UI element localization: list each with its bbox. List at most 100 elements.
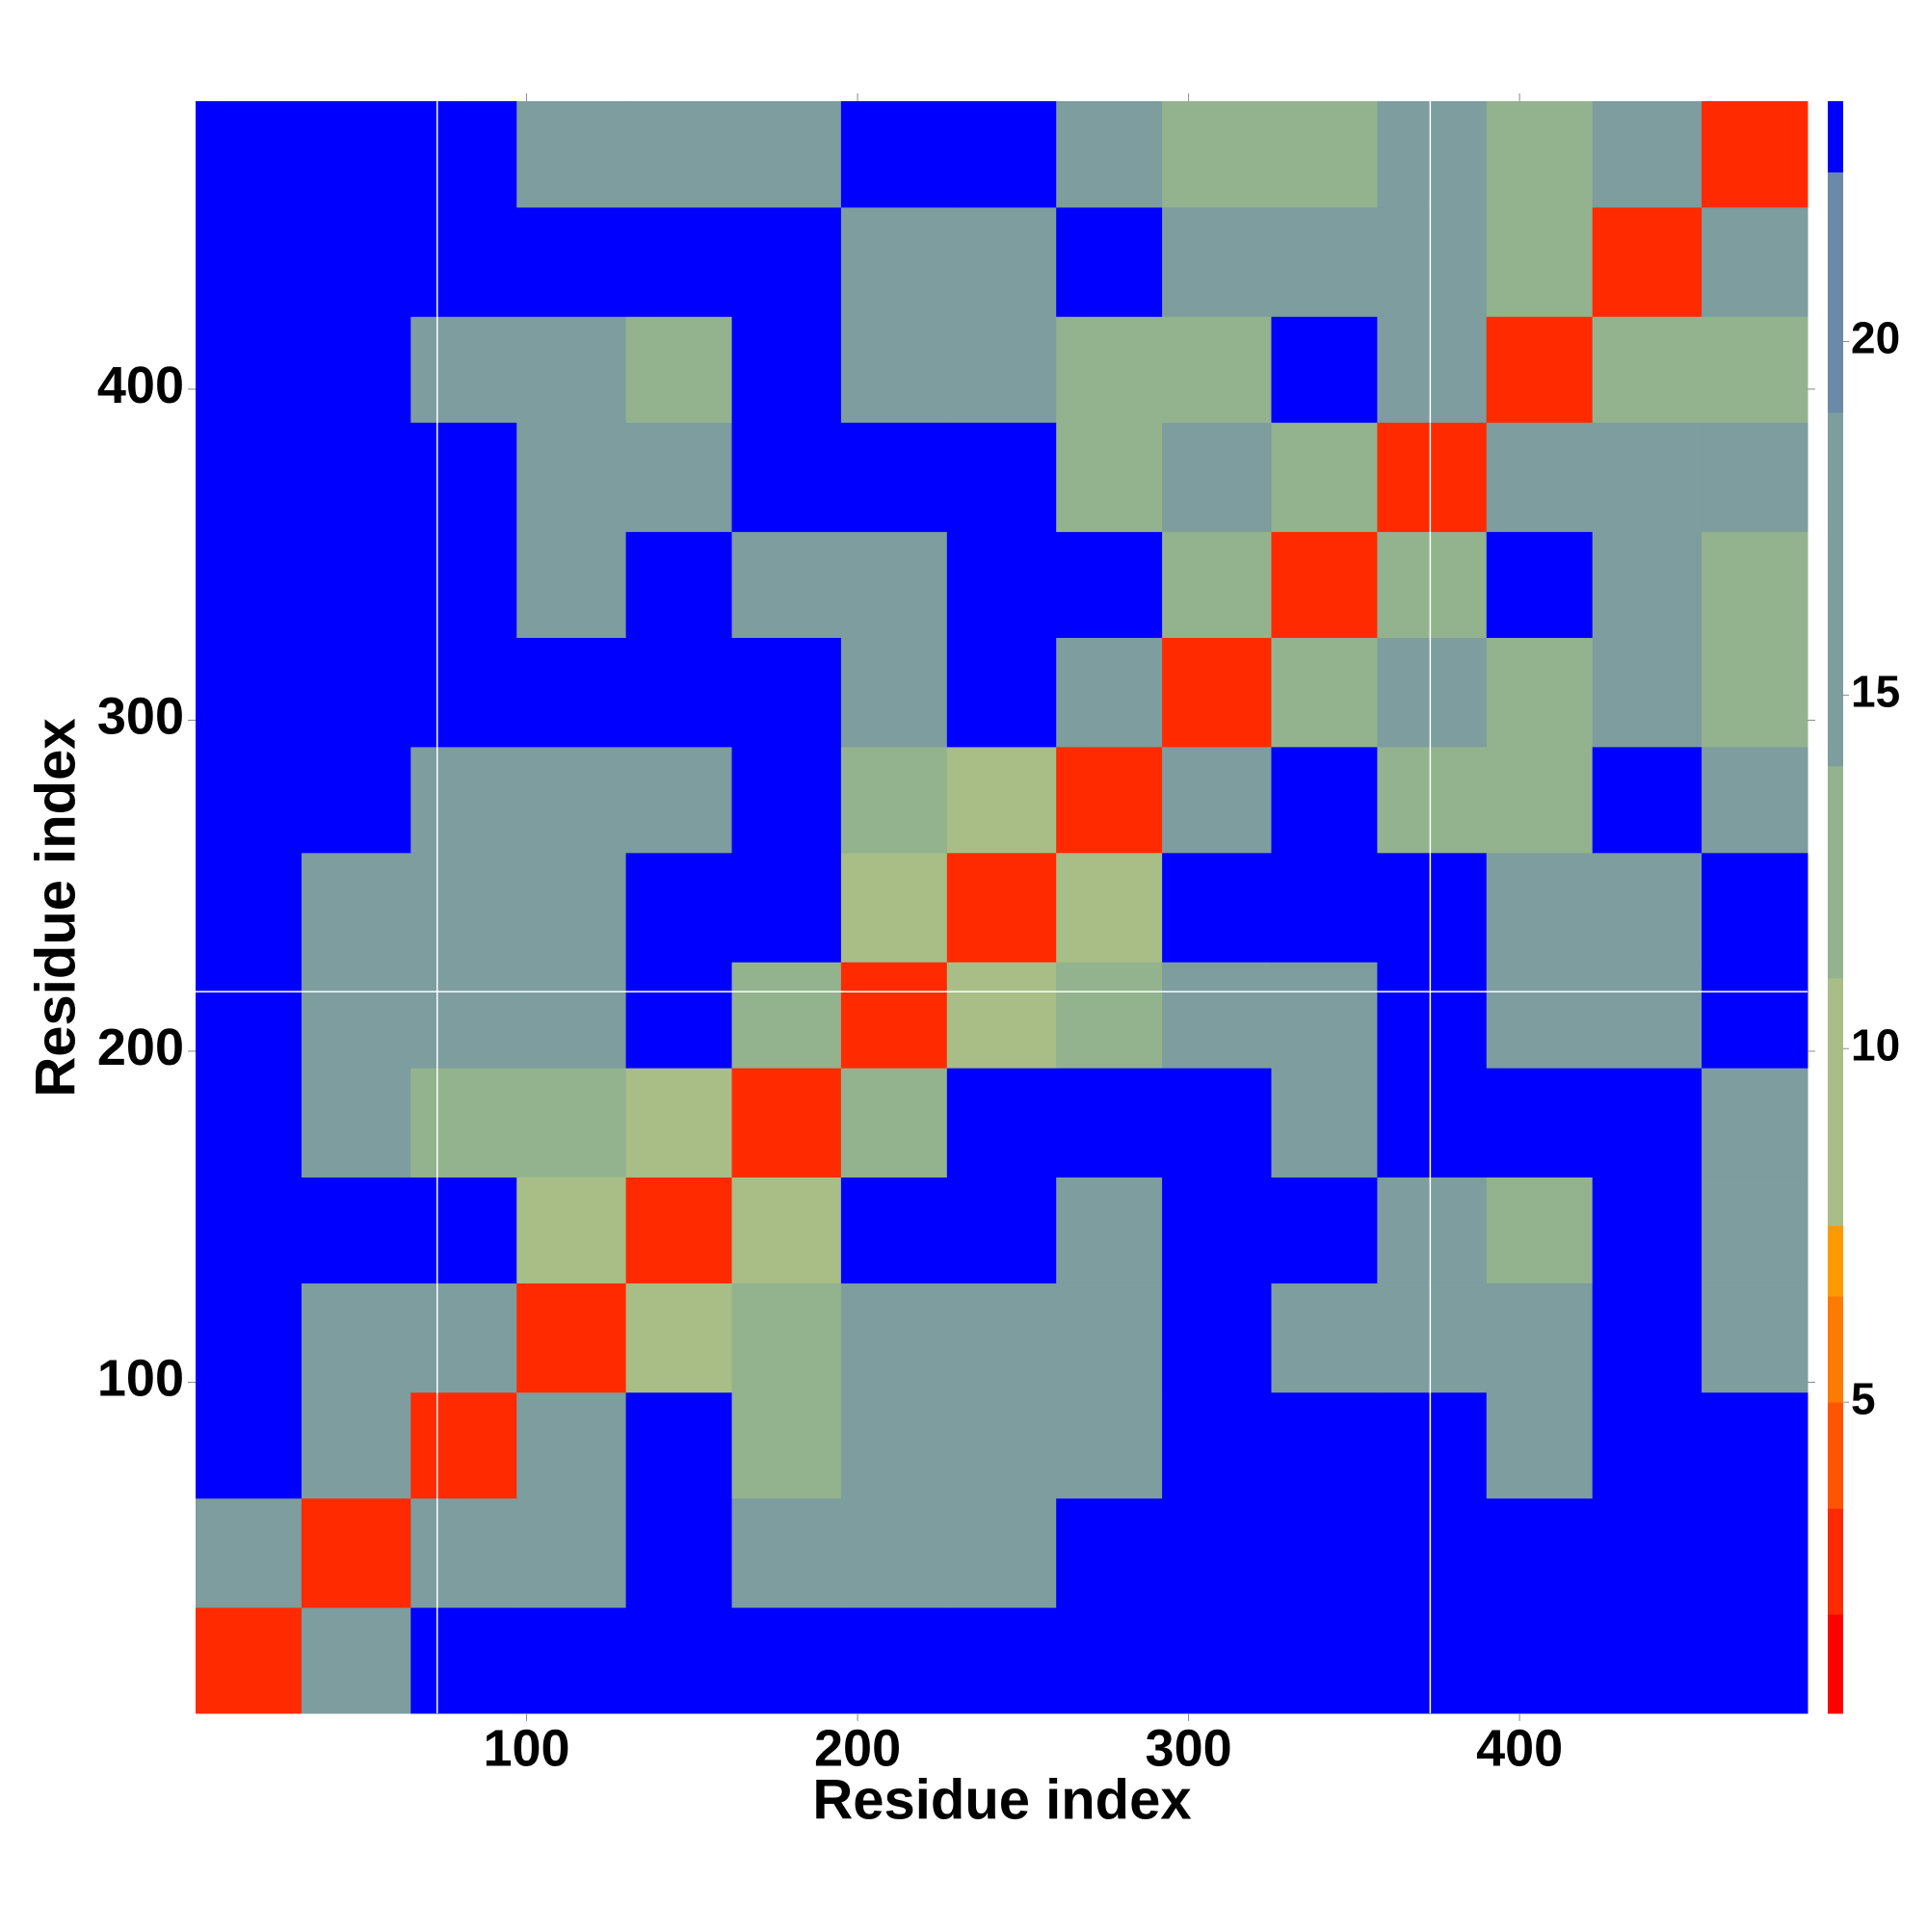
heatmap-cell	[516, 316, 627, 423]
colorbar-tick-label: 15	[1851, 667, 1900, 717]
heatmap-cell	[625, 206, 733, 317]
heatmap-cell	[301, 531, 411, 639]
heatmap-cell	[625, 316, 733, 423]
heatmap-cell	[1377, 101, 1488, 208]
heatmap-cell	[1592, 1283, 1703, 1393]
heatmap-cell	[1056, 962, 1163, 1069]
heatmap-cell	[1056, 531, 1163, 639]
heatmap-cell	[1592, 1391, 1703, 1499]
heatmap-cell	[1162, 316, 1272, 423]
heatmap-cell	[840, 206, 948, 317]
heatmap-cell	[301, 1177, 411, 1284]
heatmap-cell	[1056, 101, 1163, 208]
heatmap-cell	[410, 101, 517, 208]
heatmap-cell	[1271, 101, 1378, 208]
heatmap-cell	[1377, 531, 1488, 639]
heatmap-cell	[946, 962, 1057, 1069]
heatmap-cell	[516, 531, 627, 639]
heatmap-cell	[625, 1607, 733, 1714]
heatmap-cell	[1486, 852, 1594, 963]
heatmap-cell	[516, 1607, 627, 1714]
heatmap-cell	[1486, 746, 1594, 854]
heatmap-cell	[1377, 1497, 1488, 1608]
heatmap-cell	[301, 1607, 411, 1714]
heatmap-cell	[1271, 746, 1378, 854]
heatmap-cell	[625, 1177, 733, 1284]
heatmap-cell	[410, 1283, 517, 1393]
heatmap-cell	[1702, 1607, 1808, 1714]
heatmap-cell	[946, 531, 1057, 639]
heatmap-cell	[196, 1283, 303, 1393]
x-tick-label: 300	[1146, 1719, 1232, 1777]
heatmap-cell	[301, 962, 411, 1069]
heatmap-cell	[840, 422, 948, 533]
colorbar-band	[1828, 977, 1843, 1227]
heatmap-cell	[1271, 1068, 1378, 1178]
heatmap-cell	[625, 101, 733, 208]
heatmap-cell	[625, 1497, 733, 1608]
heatmap-cell	[946, 1177, 1057, 1284]
colorbar-band	[1828, 411, 1843, 767]
heatmap-cell	[516, 1068, 627, 1178]
heatmap-cell	[731, 962, 842, 1069]
heatmap-cell	[196, 101, 303, 208]
heatmap-cell	[410, 1068, 517, 1178]
heatmap-cell	[1592, 422, 1703, 533]
heatmap-cell	[731, 637, 842, 748]
heatmap-cell	[946, 422, 1057, 533]
heatmap-cell	[1271, 962, 1378, 1069]
heatmap-cell	[731, 852, 842, 963]
heatmap-cell	[1377, 206, 1488, 317]
heatmap-cell	[946, 852, 1057, 963]
heatmap-cell	[840, 531, 948, 639]
colorbar-band	[1828, 1402, 1843, 1509]
heatmap-cell	[946, 1497, 1057, 1608]
colorbar-tick-label: 20	[1851, 313, 1900, 363]
heatmap-cell	[1702, 637, 1808, 748]
heatmap-cell	[1377, 852, 1488, 963]
heatmap-cell	[731, 101, 842, 208]
heatmap-cell	[516, 746, 627, 854]
heatmap-cell	[301, 637, 411, 748]
heatmap-cell	[1162, 1391, 1272, 1499]
y-tick-label: 100	[97, 1350, 184, 1408]
heatmap-cell	[1056, 1607, 1163, 1714]
heatmap-cell	[1377, 637, 1488, 748]
heatmap-cell	[1702, 1283, 1808, 1393]
heatmap-cell	[1271, 852, 1378, 963]
heatmap-cell	[1162, 1497, 1272, 1608]
heatmap-cell	[946, 206, 1057, 317]
heatmap-cell	[1486, 1391, 1594, 1499]
heatmap-cell	[1377, 316, 1488, 423]
heatmap-cell	[840, 316, 948, 423]
heatmap-cell	[1056, 1391, 1163, 1499]
y-axis-title: Residue index	[24, 718, 87, 1097]
heatmap-cell	[1162, 1177, 1272, 1284]
heatmap-cell	[1592, 852, 1703, 963]
heatmap-cell	[1162, 1607, 1272, 1714]
y-tick-label: 300	[97, 688, 184, 746]
heatmap-cell	[1162, 962, 1272, 1069]
heatmap-cell	[1056, 206, 1163, 317]
heatmap-cell	[1486, 1283, 1594, 1393]
heatmap-cell	[410, 316, 517, 423]
heatmap-cell	[301, 422, 411, 533]
heatmap-cell	[840, 101, 948, 208]
heatmap-cell	[1162, 1068, 1272, 1178]
heatmap-cell	[625, 962, 733, 1069]
heatmap-cell	[1056, 746, 1163, 854]
heatmap-cell	[196, 746, 303, 854]
heatmap-cell	[731, 1177, 842, 1284]
y-tick-label: 200	[97, 1019, 184, 1076]
heatmap-cell	[516, 206, 627, 317]
heatmap-cell	[1271, 316, 1378, 423]
heatmap-cell	[1377, 422, 1488, 533]
heatmap-cell	[731, 531, 842, 639]
heatmap-cell	[731, 422, 842, 533]
heatmap-cell	[1056, 637, 1163, 748]
heatmap-cell	[301, 746, 411, 854]
heatmap-cell	[625, 1283, 733, 1393]
heatmap-cell	[410, 206, 517, 317]
heatmap-cell	[1056, 1497, 1163, 1608]
